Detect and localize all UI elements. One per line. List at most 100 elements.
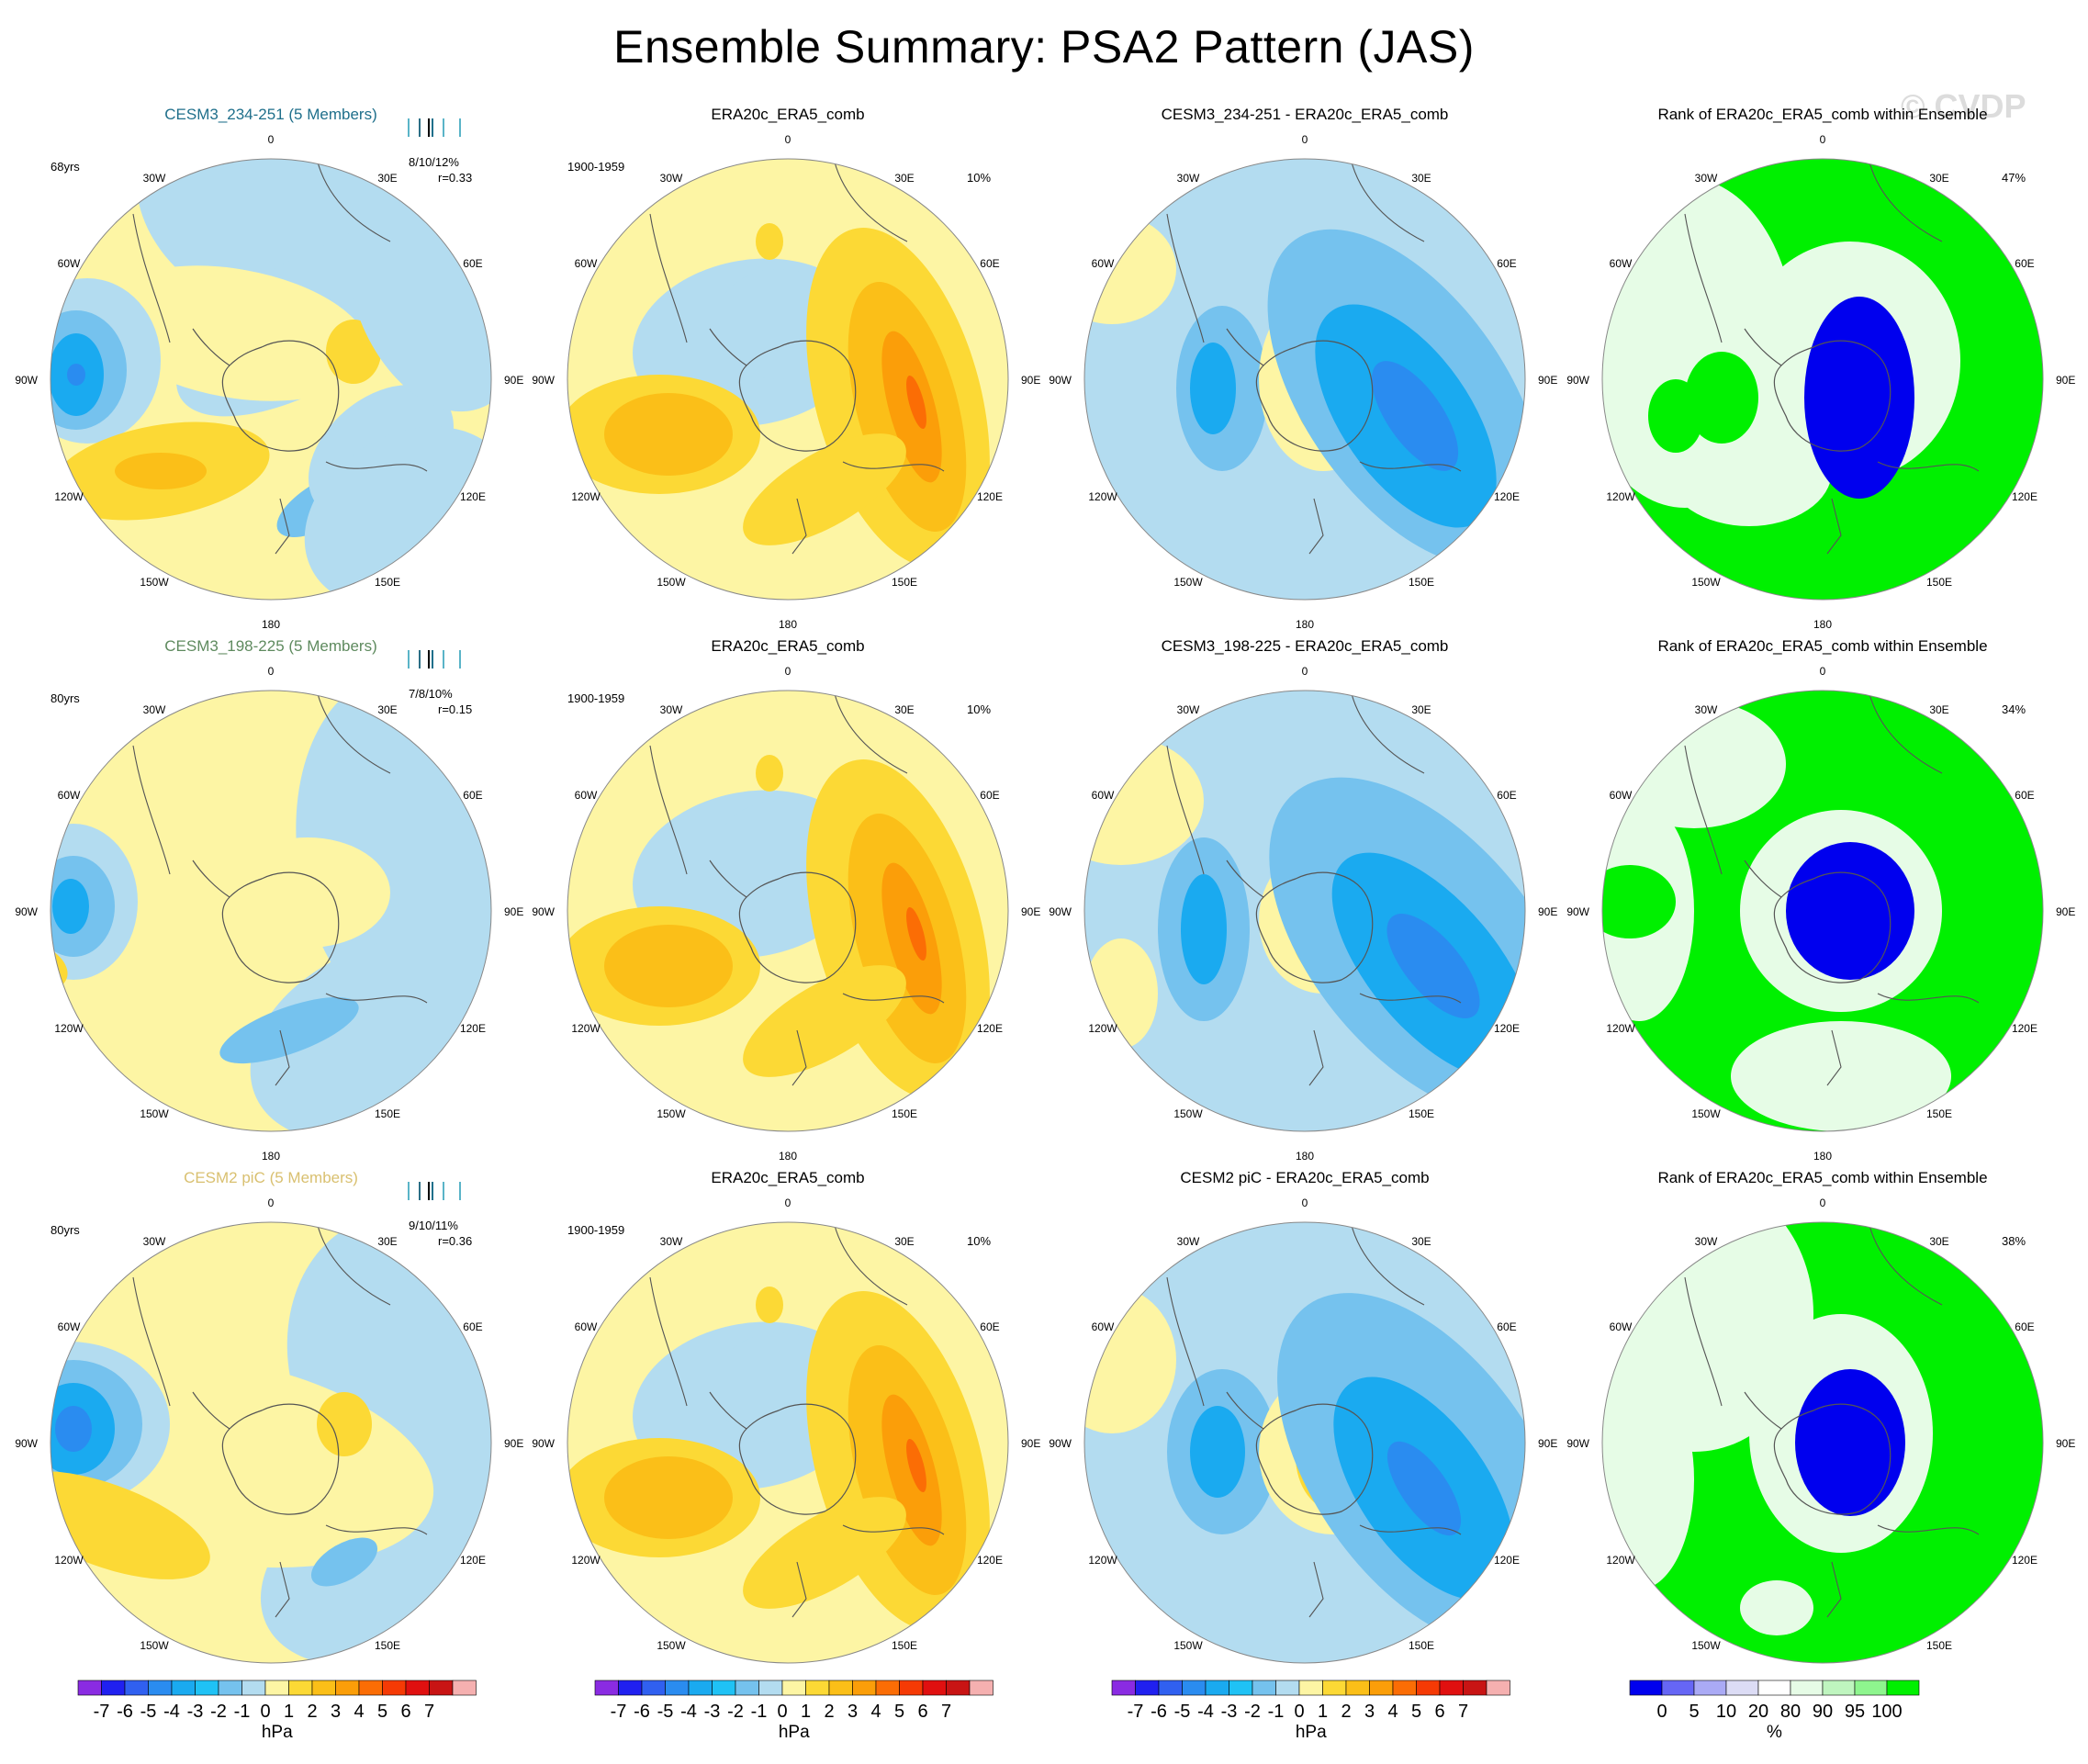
colorbar-box xyxy=(1345,1680,1370,1696)
obs-period-label: 1900-1959 xyxy=(567,691,624,705)
colorbar-tick-label: 90 xyxy=(1813,1702,1833,1722)
lon-tick-label: 150W xyxy=(1173,576,1203,589)
lon-tick-label: 90W xyxy=(1049,905,1072,918)
contour-region-6 xyxy=(1648,379,1703,453)
contour-region-4 xyxy=(1795,1369,1905,1516)
colorbar-tick-label: -7 xyxy=(94,1702,110,1722)
lon-tick-label: 120E xyxy=(460,490,486,503)
contour-region-4 xyxy=(604,1456,733,1539)
lon-tick-label: 30E xyxy=(377,1235,397,1248)
panel-r1-diff: 0 30E 60E 90E 120E 150E 180 150W 120W 90W 60W 30W CE… xyxy=(1049,106,1557,631)
contour-region-3 xyxy=(1190,1406,1245,1498)
colorbar-tick-label: -3 xyxy=(187,1702,204,1722)
lon-tick-label: 180 xyxy=(262,1150,280,1163)
contour-region-7 xyxy=(67,364,85,386)
colorbar-box xyxy=(1392,1680,1417,1696)
colorbar-box xyxy=(1661,1680,1695,1696)
lon-tick-label: 120W xyxy=(1606,1554,1635,1567)
panel-r2-model: 0 30E 60E 90E 120E 150E 180 150W 120W 90W 60W 30W CE… xyxy=(15,637,523,1163)
lon-tick-label: 90E xyxy=(1538,374,1557,387)
lon-tick-label: 60W xyxy=(58,1320,81,1333)
colorbar-box xyxy=(1111,1680,1136,1696)
lon-tick-label: 60W xyxy=(1610,789,1633,802)
colorbar-box xyxy=(335,1680,360,1696)
peninsula-coastline xyxy=(709,860,747,898)
new-zealand-coastline xyxy=(1308,1561,1324,1618)
colorbar-box xyxy=(875,1680,900,1696)
obs-title: ERA20c_ERA5_comb xyxy=(711,1169,864,1186)
lon-tick-label: 60W xyxy=(575,1320,598,1333)
lon-tick-label: 60W xyxy=(1092,257,1115,270)
lon-tick-label: 120W xyxy=(1088,1022,1117,1035)
lon-tick-label: 60W xyxy=(1610,1320,1633,1333)
colorbar-tick-label: -5 xyxy=(657,1702,674,1722)
lon-tick-label: 0 xyxy=(268,665,275,678)
contour-region-4 xyxy=(604,925,733,1007)
colorbar-tick-label: 7 xyxy=(424,1702,434,1722)
lon-tick-label: 150W xyxy=(1691,1107,1721,1120)
diff-title: CESM3_234-251 - ERA20c_ERA5_comb xyxy=(1162,106,1449,123)
africa-coastline xyxy=(833,159,908,242)
pattern-correlation: r=0.33 xyxy=(438,171,472,185)
lon-tick-label: 120E xyxy=(2012,1022,2037,1035)
south-america-coastline xyxy=(1684,213,1723,343)
colorbar-box xyxy=(1182,1680,1207,1696)
new-zealand-coastline xyxy=(1826,498,1842,555)
obs-period-label: 1900-1959 xyxy=(567,1223,624,1237)
south-america-coastline xyxy=(649,213,688,343)
contour-region-9 xyxy=(756,1286,783,1323)
lon-tick-label: 60E xyxy=(463,1320,482,1333)
colorbar-tick-label: 3 xyxy=(848,1702,858,1722)
colorbar-box xyxy=(758,1680,783,1696)
colorbar-box xyxy=(101,1680,126,1696)
lon-tick-label: 30W xyxy=(660,703,683,716)
africa-coastline xyxy=(833,691,908,774)
lon-tick-label: 90W xyxy=(15,905,38,918)
lon-tick-label: 60W xyxy=(575,789,598,802)
lon-tick-label: 30E xyxy=(1411,1235,1431,1248)
lon-tick-label: 150W xyxy=(140,576,169,589)
colorbar-box xyxy=(311,1680,336,1696)
rank-title: Rank of ERA20c_ERA5_comb within Ensemble xyxy=(1657,106,1987,123)
model-field xyxy=(51,691,491,1131)
colorbar-tick-label: -5 xyxy=(1174,1702,1191,1722)
new-zealand-coastline xyxy=(275,1561,290,1618)
australia-coastline xyxy=(325,1524,428,1535)
colorbar-box xyxy=(899,1680,924,1696)
colorbar-box xyxy=(641,1680,666,1696)
colorbar-unit: hPa xyxy=(779,1723,810,1742)
colorbar-tick-label: 2 xyxy=(1341,1702,1351,1722)
lon-tick-label: 0 xyxy=(785,1197,791,1209)
south-america-coastline xyxy=(1166,745,1205,875)
lon-tick-label: 150E xyxy=(1409,1107,1434,1120)
pattern-correlation: r=0.36 xyxy=(438,1234,472,1248)
peninsula-coastline xyxy=(1744,328,1782,366)
lon-tick-label: 30W xyxy=(1695,1235,1718,1248)
lon-tick-label: 150E xyxy=(892,1107,917,1120)
colorbar-tick-label: -7 xyxy=(1128,1702,1144,1722)
south-america-coastline xyxy=(1166,213,1205,343)
colorbar-tick-label: 7 xyxy=(941,1702,951,1722)
colorbar-tick-label: 5 xyxy=(1411,1702,1421,1722)
colorbar-box xyxy=(1416,1680,1441,1696)
lon-tick-label: 30W xyxy=(1177,172,1200,185)
lon-tick-label: 60E xyxy=(463,789,482,802)
colorbar-tick-label: -1 xyxy=(1268,1702,1285,1722)
colorbar-box xyxy=(148,1680,173,1696)
lon-tick-label: 90E xyxy=(1021,1437,1040,1450)
colorbar-box xyxy=(735,1680,759,1696)
contour-region-10 xyxy=(743,433,906,545)
lon-tick-label: 30E xyxy=(1929,172,1948,185)
colorbar-tick-label: 4 xyxy=(870,1702,881,1722)
colorbar-box xyxy=(1629,1680,1663,1696)
contour-region-8 xyxy=(1386,1441,1462,1536)
new-zealand-coastline xyxy=(1308,1029,1324,1086)
colorbar-diff: -7 -6 -5 -4 -3 -2 -1 0 1 2 3 4 5 6 7 hPa xyxy=(1111,1680,1510,1742)
colorbar-box xyxy=(922,1680,947,1696)
lon-tick-label: 0 xyxy=(1302,1197,1308,1209)
colorbar-box xyxy=(781,1680,806,1696)
years-label: 80yrs xyxy=(51,1223,80,1237)
peninsula-coastline xyxy=(709,1391,747,1430)
new-zealand-coastline xyxy=(275,498,290,555)
lon-tick-label: 150W xyxy=(140,1639,169,1652)
